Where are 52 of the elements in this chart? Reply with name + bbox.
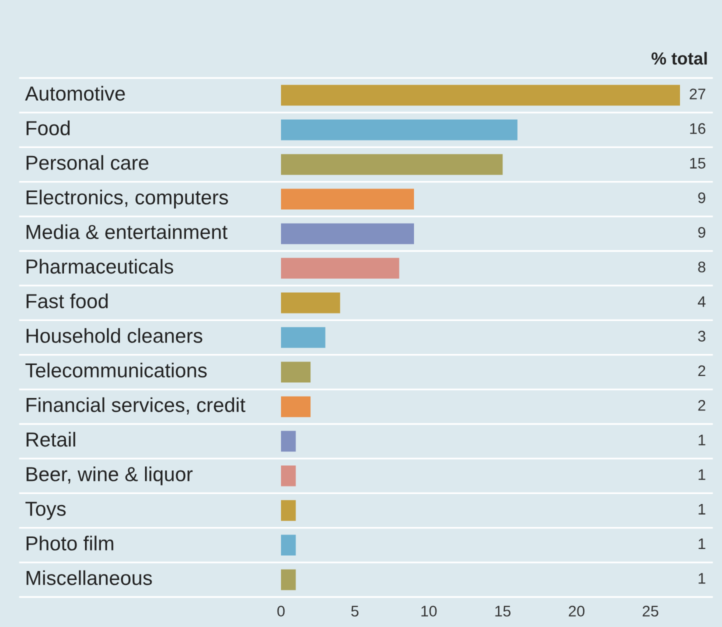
data-label: 1: [698, 469, 706, 480]
bar: [281, 223, 414, 244]
data-label: 3: [698, 330, 706, 342]
y-tick-label: Financial services, credit: [26, 397, 246, 414]
y-tick-label: Beer, wine & liquor: [26, 466, 193, 486]
y-tick-label: Media & entertainment: [26, 224, 228, 240]
data-label: 2: [698, 400, 706, 411]
bar: [281, 84, 680, 106]
data-label: 1: [698, 538, 706, 550]
bar: [281, 188, 414, 210]
data-label: 2: [698, 365, 706, 376]
data-label: 4: [698, 296, 706, 307]
data-label: 16: [690, 123, 706, 134]
data-label: 1: [698, 504, 706, 514]
bar: [281, 154, 503, 175]
data-label: 8: [698, 262, 706, 272]
bar: [281, 430, 296, 452]
bar: [281, 120, 518, 140]
x-tick-label: 10: [421, 606, 437, 617]
x-tick-label: 15: [495, 606, 511, 617]
x-tick-label: 0: [277, 606, 285, 617]
y-tick-label: Food: [26, 120, 70, 136]
bar: [281, 258, 400, 279]
data-label: 9: [698, 192, 706, 204]
bar: [281, 466, 296, 486]
y-tick-label: Electronics, computers: [26, 190, 228, 208]
y-tick-label: Miscellaneous: [26, 570, 152, 586]
chart-title: % total: [652, 52, 707, 65]
y-tick-label: Retail: [26, 432, 76, 447]
data-label: 9: [698, 226, 706, 238]
data-label: 1: [698, 434, 706, 446]
bar: [281, 396, 311, 418]
data-label: 15: [690, 158, 706, 169]
y-tick-label: Toys: [25, 502, 66, 520]
bar: [281, 500, 296, 521]
y-tick-label: Fast food: [26, 294, 108, 308]
bar: [281, 292, 340, 314]
y-tick-label: Household cleaners: [26, 328, 202, 343]
y-tick-label: Personal care: [26, 155, 148, 170]
y-tick-label: Automotive: [25, 86, 125, 101]
bar: [281, 327, 326, 348]
y-tick-label: Photo film: [26, 536, 114, 551]
y-tick-label: Telecommunications: [25, 362, 207, 378]
bar: [281, 534, 296, 556]
y-tick-label: Pharmaceuticals: [26, 258, 174, 274]
bar: [281, 362, 311, 382]
bar: [281, 569, 296, 590]
data-label: 27: [690, 88, 706, 100]
data-label: 1: [698, 573, 706, 584]
x-tick-label: 20: [568, 606, 584, 617]
x-tick-label: 5: [351, 606, 358, 617]
x-tick-label: 25: [642, 606, 658, 617]
